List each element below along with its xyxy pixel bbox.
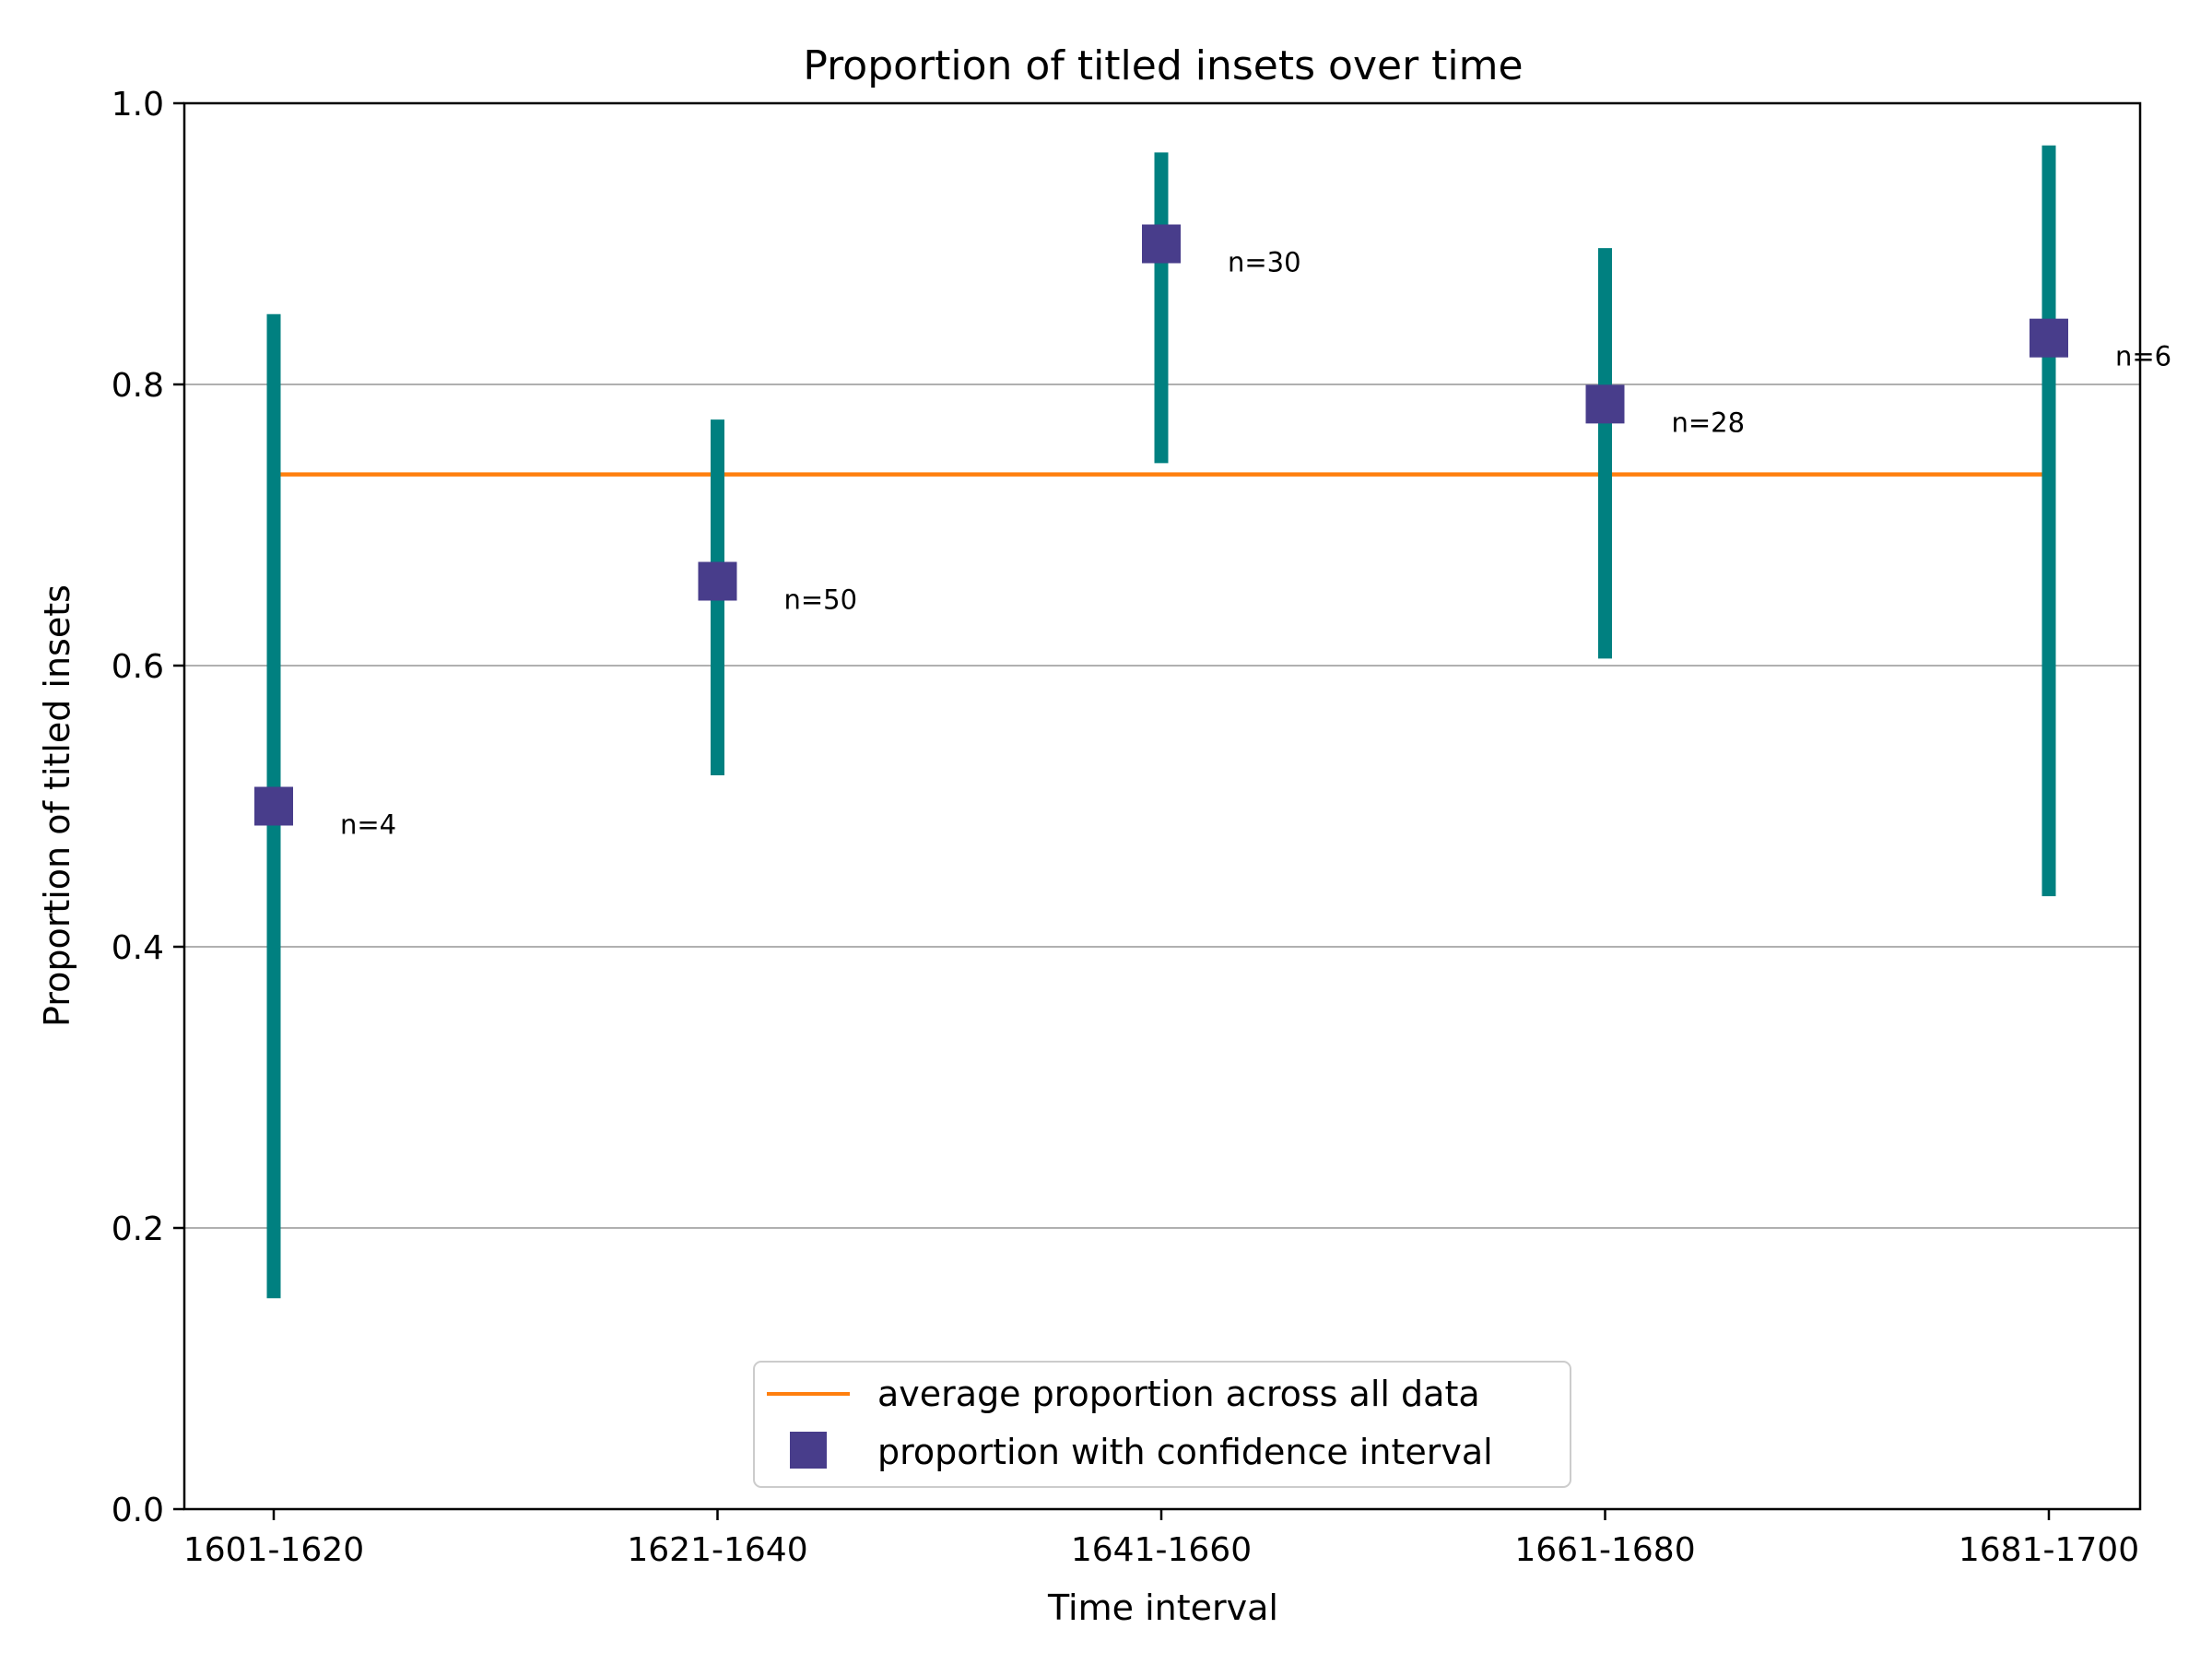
- data-point-marker: [254, 786, 293, 826]
- legend-points-swatch: [790, 1432, 827, 1469]
- n-labels: n=4 n=50 n=30 n=28 n=6: [340, 247, 2171, 841]
- n-label: n=6: [2115, 341, 2171, 372]
- x-axis-label: Time interval: [1047, 1587, 1278, 1628]
- n-label: n=4: [340, 809, 396, 841]
- x-tick-label: 1601-1620: [183, 1531, 364, 1569]
- data-points: [254, 224, 2068, 826]
- n-label: n=50: [784, 584, 858, 616]
- n-label: n=28: [1672, 407, 1746, 438]
- data-point-marker: [1585, 384, 1625, 424]
- legend-box: [753, 1361, 1571, 1488]
- legend-average-label: average proportion across all data: [877, 1374, 1480, 1414]
- n-label: n=30: [1228, 247, 1301, 278]
- y-tick-label: 0.4: [112, 929, 164, 967]
- y-axis-ticks: 0.0 0.2 0.4 0.6 0.8 1.0: [112, 86, 184, 1529]
- x-tick-label: 1661-1680: [1514, 1531, 1695, 1569]
- x-axis-ticks: 1601-1620 1621-1640 1641-1660 1661-1680 1681…: [183, 1509, 2139, 1569]
- y-tick-label: 1.0: [112, 86, 164, 124]
- y-tick-label: 0.2: [112, 1210, 164, 1248]
- y-tick-label: 0.8: [112, 367, 164, 405]
- y-tick-label: 0.0: [112, 1492, 164, 1529]
- legend: average proportion across all data propo…: [753, 1361, 1571, 1488]
- x-tick-label: 1681-1700: [1959, 1531, 2139, 1569]
- legend-points-label: proportion with confidence interval: [877, 1432, 1493, 1472]
- y-axis-label: Proportion of titled insets: [37, 584, 77, 1027]
- data-point-marker: [698, 561, 737, 601]
- data-point-marker: [1142, 224, 1181, 264]
- data-point-marker: [2030, 318, 2068, 358]
- chart-title: Proportion of titled insets over time: [803, 42, 1523, 89]
- y-tick-label: 0.6: [112, 648, 164, 686]
- x-tick-label: 1641-1660: [1071, 1531, 1252, 1569]
- x-tick-label: 1621-1640: [627, 1531, 807, 1569]
